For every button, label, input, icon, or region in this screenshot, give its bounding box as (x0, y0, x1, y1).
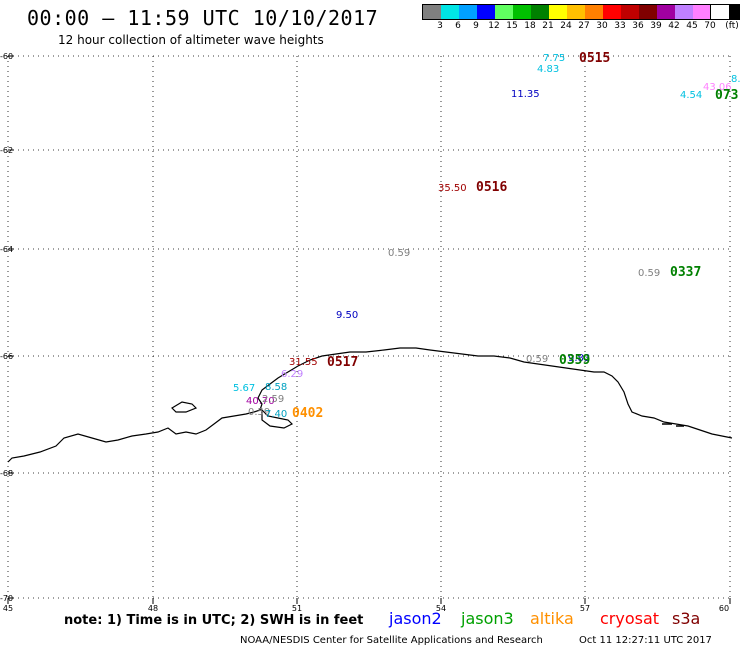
color-scale-tick-label: 12 (488, 21, 500, 31)
footer-note: note: 1) Time is in UTC; 2) SWH is in fe… (64, 613, 364, 628)
wave-height-label: 35.50 (438, 183, 467, 194)
wave-height-label: 0.59 (526, 354, 548, 365)
wave-height-label: 11.35 (511, 89, 540, 100)
wave-height-label: 0.59 (248, 407, 270, 418)
longitude-tick-label: 45 (3, 604, 13, 613)
pass-time-label: 0402 (292, 406, 323, 421)
longitude-tick-label: 54 (436, 604, 446, 613)
latitude-tick-label: -62 (0, 146, 13, 155)
wave-height-label: 7.40 (265, 409, 287, 420)
wave-height-label: 6.29 (281, 369, 303, 380)
color-scale-tick-label: 42 (668, 21, 680, 31)
latitude-tick-label: -66 (0, 352, 13, 361)
wave-height-label: 0.59 (388, 248, 410, 259)
color-swatch (477, 5, 495, 19)
color-swatch (567, 5, 585, 19)
pass-time-label: 0517 (327, 355, 358, 370)
color-scale-tick-label: 36 (632, 21, 644, 31)
color-scale-tick-label: 24 (560, 21, 572, 31)
satellite-legend-item: s3a (672, 609, 701, 628)
satellite-legend-item: cryosat (600, 609, 660, 628)
coastline-island-east (662, 423, 684, 427)
wave-height-label: 8. (731, 74, 740, 85)
latitude-tick-label: -70 (0, 594, 13, 603)
color-swatch (603, 5, 621, 19)
color-swatch (423, 5, 441, 19)
wave-height-label: 31.55 (289, 357, 318, 368)
chart-subtitle: 12 hour collection of altimeter wave hei… (58, 33, 324, 47)
latitude-tick-label: -68 (0, 469, 13, 478)
wave-height-label: 2.59 (262, 394, 284, 405)
satellite-legend-item: altika (530, 609, 574, 628)
map-grid (7, 55, 731, 599)
color-scale-tick-label: 27 (578, 21, 590, 31)
coastline-inlet (261, 408, 294, 429)
color-swatch (549, 5, 567, 19)
color-scale-tick-label: 70 (704, 21, 716, 31)
longitude-tick-label: 48 (148, 604, 158, 613)
color-swatch (621, 5, 639, 19)
color-scale-labels: 3 6 9 12 15 18 21 24 27 30 33 36 39 42 45 70 (ft) (422, 21, 740, 33)
color-swatch (710, 4, 730, 20)
longitude-tick-label: 51 (292, 604, 302, 613)
generated-timestamp: Oct 11 12:27:11 UTC 2017 (579, 635, 712, 646)
color-swatch (531, 5, 549, 19)
pass-time-label: 0516 (476, 180, 507, 195)
color-swatch (441, 5, 459, 19)
satellite-legend-item: jason2 (389, 609, 442, 628)
color-swatch (639, 5, 657, 19)
satellite-legend-item: jason3 (461, 609, 514, 628)
longitude-tick-label: 60 (719, 604, 729, 613)
color-swatch (657, 5, 675, 19)
pass-time-label: 073 (715, 88, 738, 103)
color-swatch (585, 5, 603, 19)
color-scale-legend (422, 4, 740, 20)
wave-height-label: 43.06 (703, 82, 732, 93)
longitude-tick-label: 57 (580, 604, 590, 613)
chart-title: 00:00 – 11:59 UTC 10/10/2017 (27, 6, 379, 30)
latitude-tick-label: -60 (0, 52, 13, 61)
color-swatch (675, 5, 693, 19)
color-scale-tick-label: 6 (455, 21, 461, 31)
color-scale-tick-label: 39 (650, 21, 662, 31)
wave-height-label: 40.70 (246, 396, 275, 407)
wave-height-label: 9.50 (336, 310, 358, 321)
color-scale-tick-label: 45 (686, 21, 698, 31)
wave-height-label: 7.75 (543, 53, 565, 64)
color-swatch (513, 5, 531, 19)
color-scale-tick-label: 21 (542, 21, 554, 31)
wave-height-label: 9.83 (568, 353, 590, 364)
wave-height-label: 5.67 (233, 383, 255, 394)
wave-height-label: 0.59 (638, 268, 660, 279)
color-scale-tick-label: 9 (473, 21, 479, 31)
wave-height-label: 8.58 (265, 382, 287, 393)
color-scale-tick-label: (ft) (725, 21, 739, 31)
wave-height-label: 4.54 (680, 90, 702, 101)
wave-height-label: 4.83 (537, 64, 559, 75)
color-swatch (459, 5, 477, 19)
pass-time-label: 0515 (579, 51, 610, 66)
antarctic-coastline (7, 347, 733, 463)
pass-time-label: 0337 (670, 265, 701, 280)
color-swatch (495, 5, 513, 19)
credit-line: NOAA/NESDIS Center for Satellite Applica… (240, 635, 543, 646)
coastline-island (171, 401, 198, 413)
color-scale-tick-label: 33 (614, 21, 626, 31)
color-swatch (729, 5, 740, 19)
color-scale-tick-label: 3 (437, 21, 443, 31)
color-scale-tick-label: 30 (596, 21, 608, 31)
latitude-tick-label: -64 (0, 245, 13, 254)
pass-time-label: 0359 (559, 353, 590, 368)
map-labels: 7.754.83 11.35 43.064.54 8. 35.50 0.59 0.59 9.5… (233, 51, 740, 421)
color-swatch (693, 5, 711, 19)
color-scale-tick-label: 18 (524, 21, 536, 31)
color-scale-tick-label: 15 (506, 21, 518, 31)
